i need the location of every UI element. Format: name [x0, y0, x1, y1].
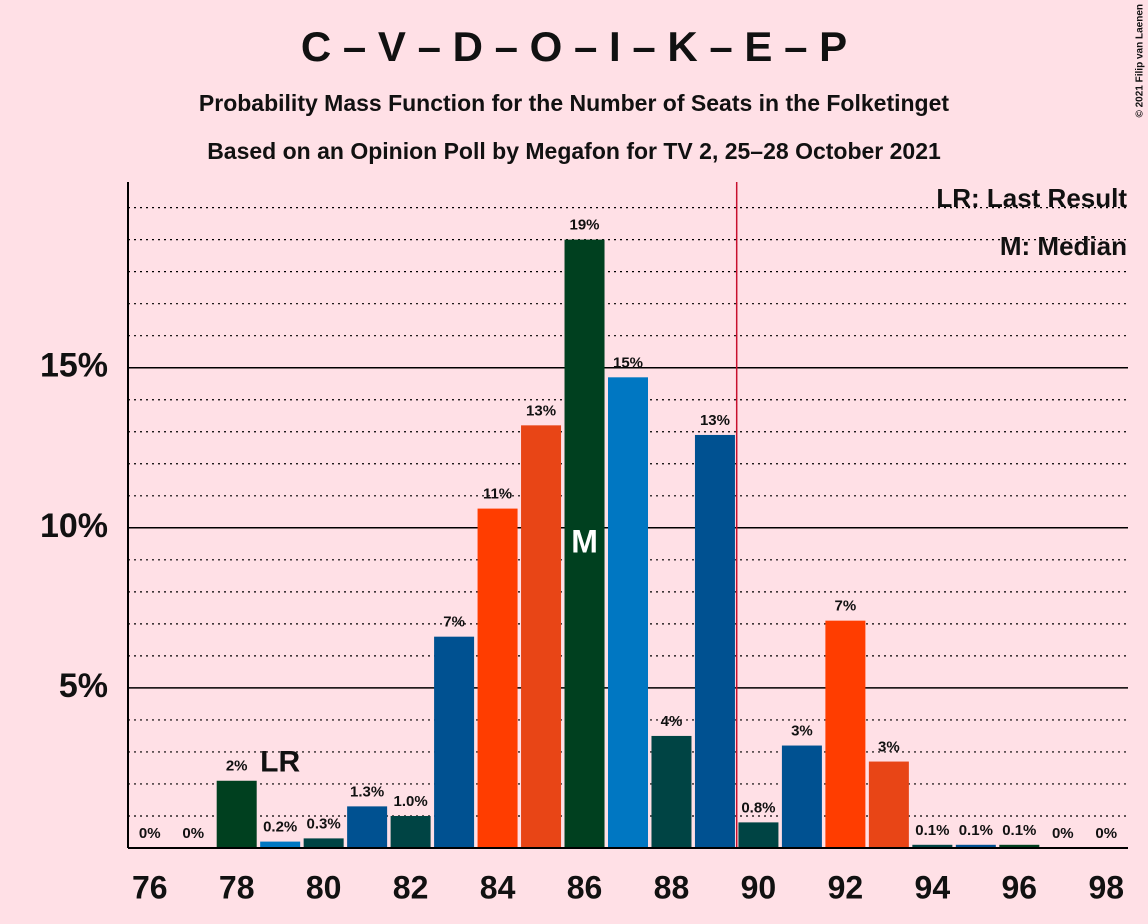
- value-label: 0%: [1095, 825, 1117, 842]
- bar: [825, 620, 866, 848]
- x-tick-label: 88: [654, 869, 690, 905]
- x-tick-label: 78: [219, 869, 255, 905]
- x-tick-label: 84: [480, 869, 516, 905]
- value-label: 1.3%: [350, 783, 384, 800]
- value-label: 0.2%: [263, 819, 297, 836]
- bar: [694, 434, 735, 848]
- bar: [434, 636, 475, 848]
- x-tick-label: 90: [741, 869, 777, 905]
- value-label: 1.0%: [394, 793, 428, 810]
- x-tick-label: 82: [393, 869, 429, 905]
- value-label: 2%: [226, 758, 248, 775]
- value-label: 0%: [182, 825, 204, 842]
- value-label: 19%: [570, 217, 600, 234]
- value-label: 7%: [443, 614, 465, 631]
- value-label: 0%: [139, 825, 161, 842]
- bar: [912, 844, 953, 848]
- value-label: 4%: [661, 713, 683, 730]
- chart-title: C – V – D – O – I – K – E – P: [301, 23, 847, 70]
- bar: [260, 841, 301, 848]
- bar: [999, 844, 1040, 848]
- x-tick-label: 94: [915, 869, 951, 905]
- y-tick-label: 5%: [59, 667, 108, 705]
- legend-entry: M: Median: [1000, 231, 1127, 261]
- value-label: 15%: [613, 354, 643, 371]
- bar: [564, 239, 605, 848]
- median-marker: M: [571, 523, 598, 559]
- y-tick-label: 15%: [40, 347, 108, 385]
- chart-subtitle: Probability Mass Function for the Number…: [199, 90, 949, 116]
- value-label: 7%: [835, 598, 857, 615]
- bar: [608, 377, 648, 848]
- last-result-marker: LR: [260, 746, 300, 779]
- copyright: © 2021 Filip van Laenen: [1135, 4, 1146, 118]
- bar: [347, 806, 388, 848]
- value-label: 0.3%: [307, 815, 341, 832]
- value-label: 0%: [1052, 825, 1074, 842]
- value-label: 11%: [483, 486, 512, 503]
- x-tick-label: 98: [1088, 869, 1124, 905]
- bar: [781, 745, 822, 848]
- bar: [390, 815, 431, 848]
- x-tick-label: 92: [828, 869, 864, 905]
- bar: [955, 844, 996, 848]
- legend-entry: LR: Last Result: [936, 183, 1127, 213]
- bar: [651, 735, 692, 848]
- y-tick-label: 10%: [40, 507, 108, 545]
- bar: [738, 822, 779, 848]
- value-label: 0.1%: [1002, 822, 1036, 839]
- bar: [477, 508, 518, 848]
- value-label: 13%: [700, 412, 730, 429]
- x-tick-label: 80: [306, 869, 342, 905]
- value-label: 3%: [791, 723, 813, 740]
- x-tick-label: 96: [1002, 869, 1038, 905]
- value-label: 13%: [526, 402, 556, 419]
- value-label: 0.1%: [959, 822, 993, 839]
- chart-subtitle: Based on an Opinion Poll by Megafon for …: [207, 138, 941, 164]
- x-tick-label: 86: [567, 869, 603, 905]
- value-label: 3%: [878, 739, 900, 756]
- bar: [216, 780, 257, 848]
- value-label: 0.8%: [741, 799, 775, 816]
- bar: [521, 425, 562, 848]
- x-tick-label: 76: [132, 869, 168, 905]
- bar: [303, 838, 344, 848]
- bar: [868, 761, 909, 848]
- value-label: 0.1%: [915, 822, 949, 839]
